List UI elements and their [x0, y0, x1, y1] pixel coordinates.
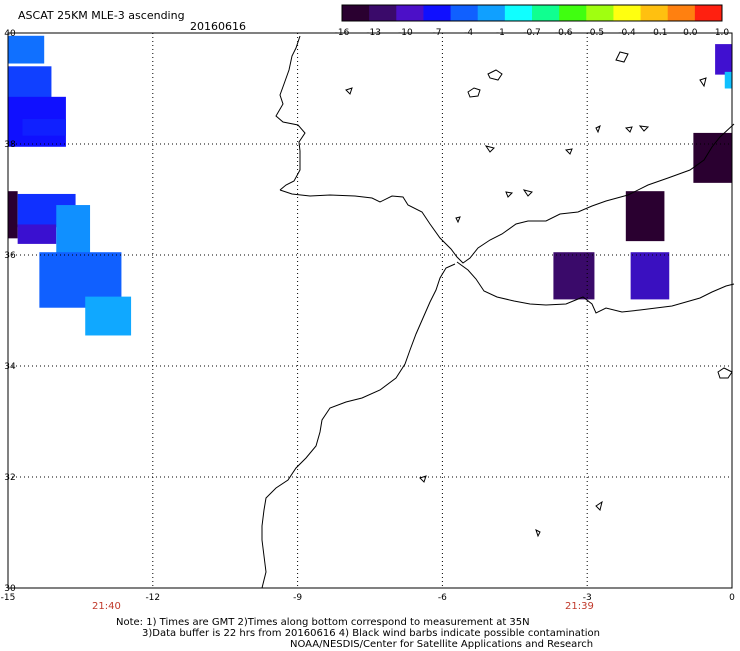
backscatter-cell [553, 252, 595, 300]
backscatter-cell [8, 66, 52, 100]
backscatter-cell [85, 296, 132, 336]
lon-tick-label: -9 [293, 593, 302, 603]
colorbar-swatch [586, 5, 614, 21]
colorbar-swatch [396, 5, 424, 21]
colorbar-swatch [450, 5, 479, 21]
lat-tick-label: 30 [4, 584, 16, 594]
time-label-left: 21:40 [92, 601, 121, 612]
footer-credit: NOAA/NESDIS/Center for Satellite Applica… [290, 639, 594, 650]
lat-tick-label: 36 [4, 251, 16, 261]
backscatter-cell [724, 71, 732, 89]
lat-tick-label: 40 [4, 29, 16, 39]
backscatter-cell [625, 191, 665, 242]
backscatter-cell [715, 44, 732, 75]
backscatter-cell [17, 224, 57, 244]
colorbar-swatch [342, 5, 370, 21]
colorbar-border [341, 4, 723, 22]
colorbar-swatch [613, 5, 642, 21]
colorbar-swatch [504, 5, 533, 21]
time-label-right: 21:39 [565, 601, 594, 612]
lat-tick-label: 32 [4, 473, 15, 483]
backscatter-cell [56, 205, 91, 255]
colorbar-swatch [423, 5, 452, 21]
backscatter-cell [8, 35, 45, 64]
map-title: ASCAT 25KM MLE-3 ascending [18, 9, 185, 22]
coastline [261, 35, 735, 589]
colorbar [341, 4, 723, 22]
colorbar-swatch [694, 5, 723, 21]
axis-labels: -15 -12 -9 -6 -3 0 40 38 36 34 32 30 [1, 29, 735, 603]
map-date: 20160616 [190, 20, 246, 33]
colorbar-swatch [477, 5, 506, 21]
colorbar-swatch [640, 5, 669, 21]
backscatter-cells [8, 35, 732, 336]
backscatter-cell [630, 252, 670, 300]
footer-note-line2: 3)Data buffer is 22 hrs from 20160616 4)… [142, 628, 600, 639]
backscatter-cell [22, 119, 66, 136]
lon-tick-label: -12 [145, 593, 160, 603]
lat-tick-label: 38 [4, 140, 16, 150]
lon-tick-label: -6 [438, 593, 447, 603]
colorbar-swatch [559, 5, 587, 21]
lon-tick-label: 0 [729, 593, 735, 603]
lon-tick-label: -15 [1, 593, 16, 603]
colorbar-swatch [369, 5, 397, 21]
colorbar-swatch [667, 5, 696, 21]
backscatter-cell [8, 191, 18, 239]
map-panel [7, 32, 735, 589]
backscatter-cell [693, 132, 732, 183]
map-border [7, 32, 733, 589]
lat-tick-label: 34 [4, 362, 16, 372]
lon-tick-label: -3 [583, 593, 592, 603]
lat-lon-grid [8, 33, 732, 588]
footer-note-line1: Note: 1) Times are GMT 2)Times along bot… [116, 617, 530, 628]
colorbar-swatch [532, 5, 560, 21]
